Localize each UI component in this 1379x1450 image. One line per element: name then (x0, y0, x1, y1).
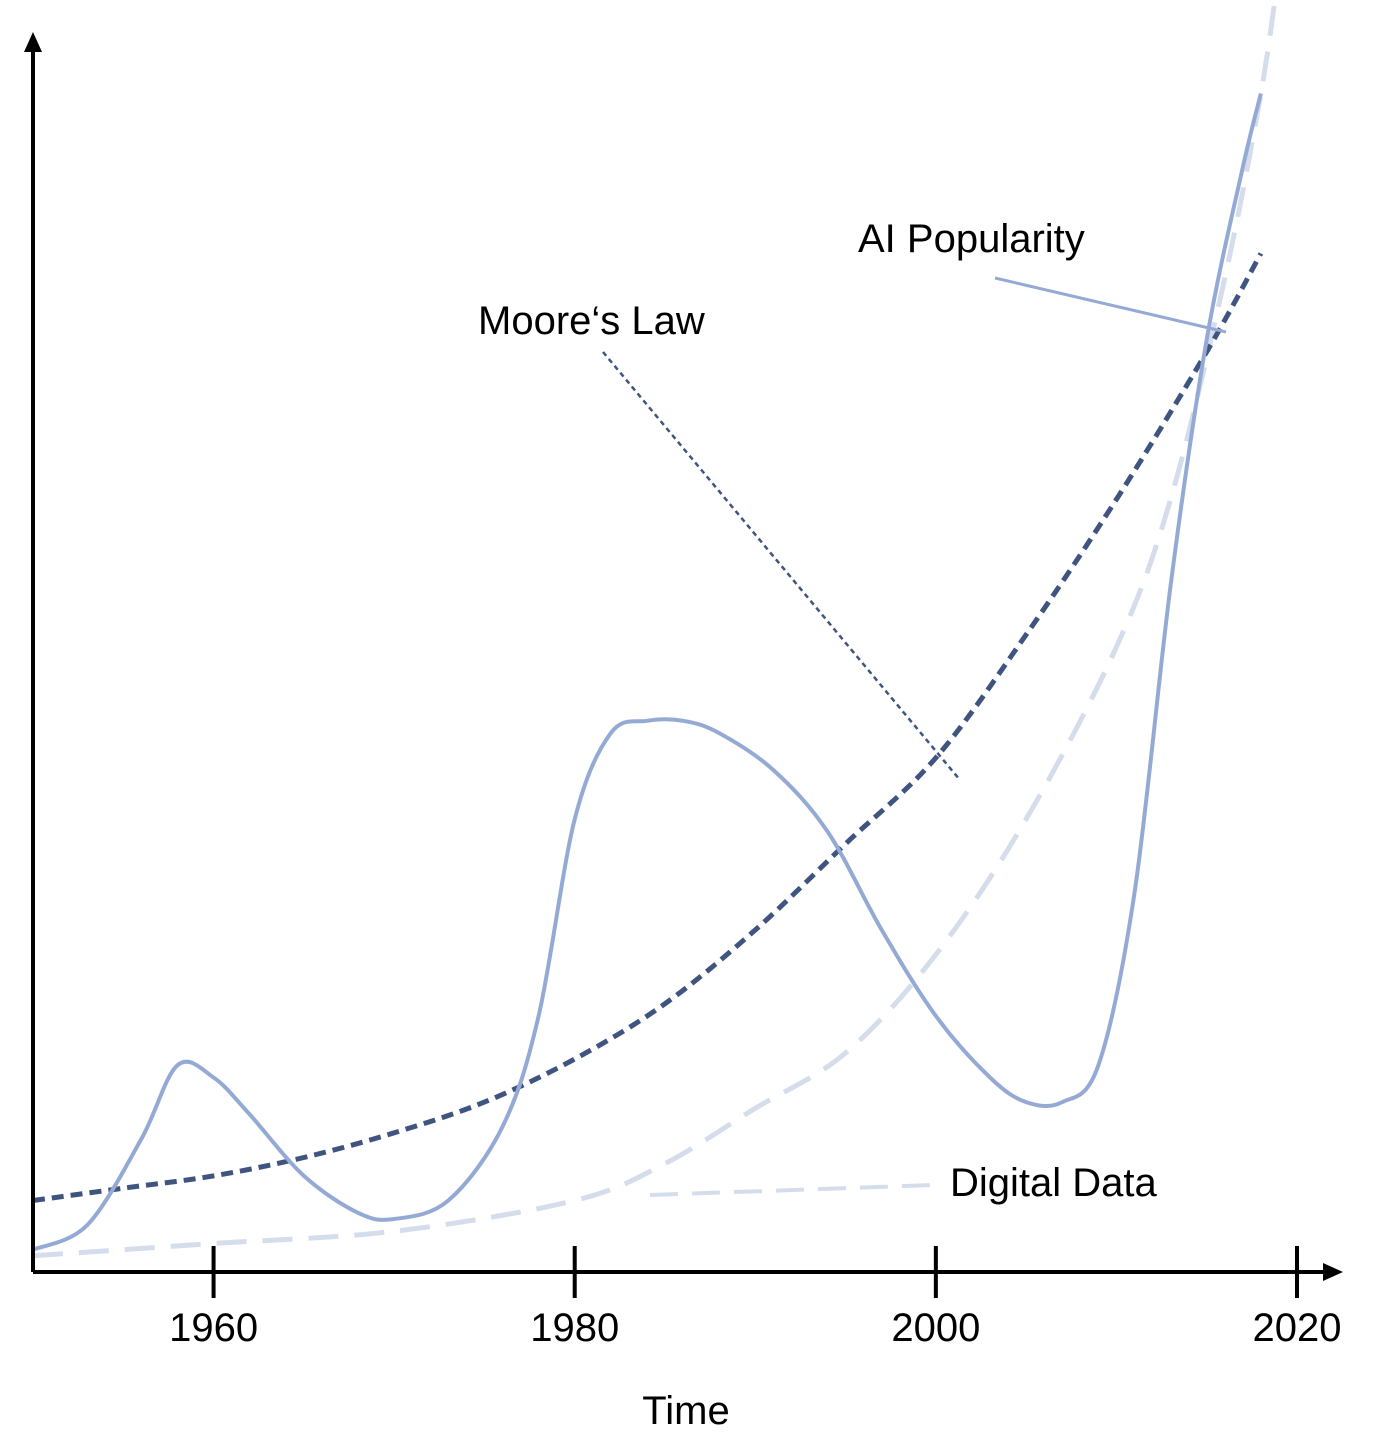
annotations: AI Popularity Moore‘s Law Digital Data (478, 217, 1227, 1205)
x-tick-label: 2020 (1253, 1306, 1342, 1350)
x-tick-label: 1960 (169, 1306, 258, 1350)
moores-law-label: Moore‘s Law (478, 299, 705, 343)
x-axis-arrow-icon (1323, 1263, 1343, 1281)
digital-data-line (32, 0, 1278, 1259)
digital-data-leader (649, 1183, 936, 1197)
x-ticks: 1960 1980 2000 2020 (169, 1246, 1341, 1350)
x-tick-label: 2000 (891, 1306, 980, 1350)
digital-data-label: Digital Data (950, 1161, 1158, 1205)
ai-popularity-label: AI Popularity (858, 217, 1085, 261)
moores-law-leader (602, 351, 961, 781)
y-axis-arrow-icon (24, 32, 42, 52)
plot-area (32, 0, 1278, 1259)
moores-law-line (32, 252, 1264, 1203)
ai-popularity-leader (994, 276, 1227, 334)
x-tick-label: 1980 (530, 1306, 619, 1350)
x-axis-title: Time (642, 1389, 729, 1433)
ai-popularity-line (32, 93, 1263, 1252)
axes (24, 32, 1343, 1281)
